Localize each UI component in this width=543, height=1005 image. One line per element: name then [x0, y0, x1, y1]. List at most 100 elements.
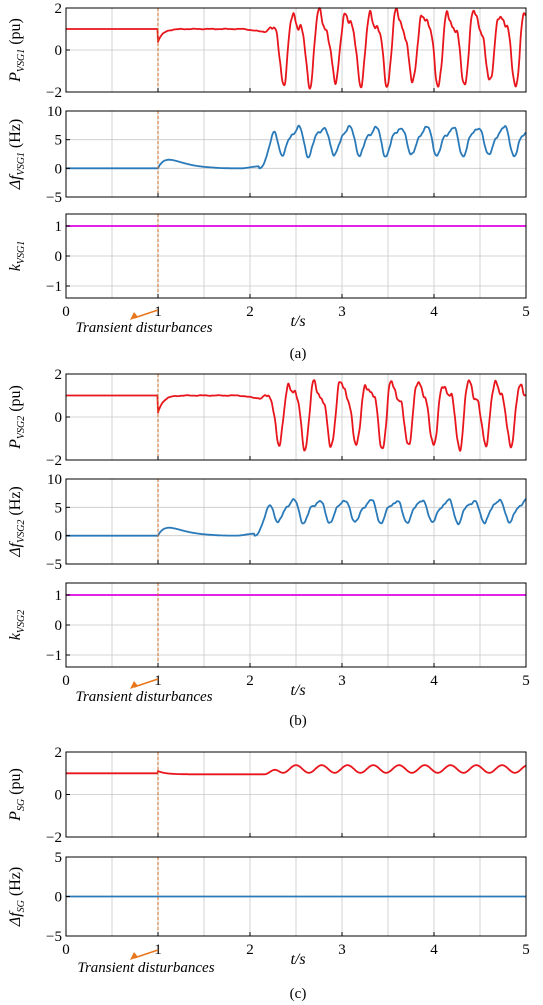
y-tick-label: −5	[46, 557, 62, 573]
y-tick-label: −2	[46, 85, 62, 101]
panel-b-delta-f-vsg2: 10 5 0 −5 ΔfVSG2 (Hz)	[7, 472, 527, 573]
x-tick-label: 0	[62, 673, 70, 689]
panel-caption: (c)	[290, 986, 307, 1002]
disturbance-annotation: Transient disturbances	[77, 960, 214, 976]
y-axis-label-symbol: P	[7, 439, 24, 450]
x-tick-label: 4	[430, 673, 438, 689]
y-tick-label: 0	[55, 618, 63, 634]
x-tick-label: 1	[154, 304, 162, 320]
y-axis-label-subscript: VSG1	[16, 241, 27, 264]
panel-c-P-sg: 2 0 −2 PSG (pu)	[7, 745, 527, 846]
disturbance-arrow-head	[130, 952, 138, 960]
panel-caption: (b)	[289, 713, 307, 729]
y-tick-label: 10	[47, 472, 62, 488]
panel-a-delta-f-vsg1: 10 5 0 −5 ΔfVSG1 (Hz)	[7, 104, 527, 206]
y-axis-label: ΔfVSG1 (Hz)	[7, 119, 27, 191]
disturbance-annotation: Transient disturbances	[75, 320, 212, 336]
y-axis-label-unit: (Hz)	[7, 486, 24, 515]
y-axis-label: kVSG1	[7, 241, 27, 271]
y-tick-label: 0	[55, 890, 63, 906]
x-tick-label: 1	[154, 673, 162, 689]
panel-b-P-vsg2: 2 0 −2 PVSG2 (pu)	[7, 367, 527, 469]
y-axis-label: PSG (pu)	[7, 768, 27, 822]
y-axis-label-symbol: k	[7, 263, 24, 271]
x-tick-label: 4	[430, 942, 438, 958]
y-tick-label: 1	[55, 219, 63, 235]
x-tick-label: 2	[246, 304, 254, 320]
plot-frame	[65, 478, 527, 565]
series-line	[65, 498, 527, 537]
y-tick-label: 5	[55, 850, 63, 866]
y-tick-label: −2	[46, 453, 62, 469]
disturbance-annotation: Transient disturbances	[75, 689, 212, 705]
x-axis-label: t/s	[290, 682, 305, 699]
y-tick-label: 2	[55, 1, 63, 17]
x-tick-label: 3	[338, 942, 346, 958]
x-tick-label: 5	[522, 942, 530, 958]
y-tick-label: −1	[46, 279, 62, 295]
y-tick-label: 5	[55, 133, 63, 149]
y-tick-label: 2	[55, 367, 63, 383]
y-tick-label: 1	[55, 588, 63, 604]
y-axis-label-subscript: VSG2	[16, 416, 27, 439]
y-axis-label-unit: (pu)	[7, 18, 24, 45]
series-line	[65, 764, 527, 776]
figure-annotations: t/s Transient disturbances (a) t/s Transient…	[75, 309, 307, 1002]
x-tick-label: 3	[338, 673, 346, 689]
y-axis-label: ΔfSG (Hz)	[7, 867, 27, 927]
y-axis-label-symbol: P	[7, 72, 24, 83]
series-line	[65, 379, 527, 452]
y-tick-label: 0	[55, 161, 63, 177]
y-tick-label: 0	[55, 788, 63, 804]
series-line	[65, 7, 527, 90]
disturbance-arrow-head	[130, 681, 138, 689]
y-axis-label-unit: (Hz)	[7, 119, 24, 148]
x-tick-label: 2	[246, 673, 254, 689]
series-line	[65, 124, 527, 170]
y-axis-label-symbol: k	[7, 632, 24, 640]
x-tick-label: 0	[62, 304, 70, 320]
y-axis-label-subscript: VSG2	[16, 610, 27, 633]
y-axis-label: kVSG2	[7, 610, 27, 640]
y-tick-label: 0	[55, 249, 63, 265]
y-tick-label: −5	[46, 190, 62, 206]
x-axis-label: t/s	[290, 313, 305, 330]
y-axis-label-symbol: Δf	[7, 173, 24, 190]
y-tick-label: 5	[55, 500, 63, 516]
disturbance-arrow	[133, 949, 159, 959]
plot-frame	[65, 110, 527, 198]
y-axis-label-unit: (Hz)	[7, 867, 24, 896]
y-axis-label: PVSG1 (pu)	[7, 18, 27, 83]
y-axis-label: PVSG2 (pu)	[7, 385, 27, 450]
y-tick-label: 0	[55, 410, 63, 426]
y-axis-label-subscript: VSG1	[16, 152, 27, 175]
y-axis-label-subscript: VSG2	[16, 520, 27, 543]
y-axis-label-subscript: VSG1	[16, 49, 27, 72]
disturbance-arrow	[133, 309, 159, 319]
y-axis-label-symbol: Δf	[7, 540, 24, 557]
x-tick-label: 4	[430, 304, 438, 320]
y-axis-label: ΔfVSG2 (Hz)	[7, 486, 27, 558]
y-tick-label: 2	[55, 745, 63, 761]
x-tick-label: 5	[522, 304, 530, 320]
panel-caption: (a)	[290, 346, 307, 362]
y-tick-label: 10	[47, 104, 62, 120]
x-tick-label: 5	[522, 673, 530, 689]
y-axis-label-symbol: Δf	[7, 910, 24, 927]
x-axis-label: t/s	[290, 951, 305, 968]
y-tick-label: −1	[46, 648, 62, 664]
y-axis-label-unit: (pu)	[7, 385, 24, 412]
y-axis-label-unit: (pu)	[7, 768, 24, 795]
y-tick-label: 0	[55, 43, 63, 59]
panel-a-P-vsg1: 2 0 −2 PVSG1 (pu)	[7, 1, 527, 101]
y-axis-label-subscript: SG	[16, 799, 27, 811]
x-tick-label: 2	[246, 942, 254, 958]
y-tick-label: −2	[46, 830, 62, 846]
x-tick-label: 0	[62, 942, 70, 958]
y-tick-label: 0	[55, 529, 63, 545]
